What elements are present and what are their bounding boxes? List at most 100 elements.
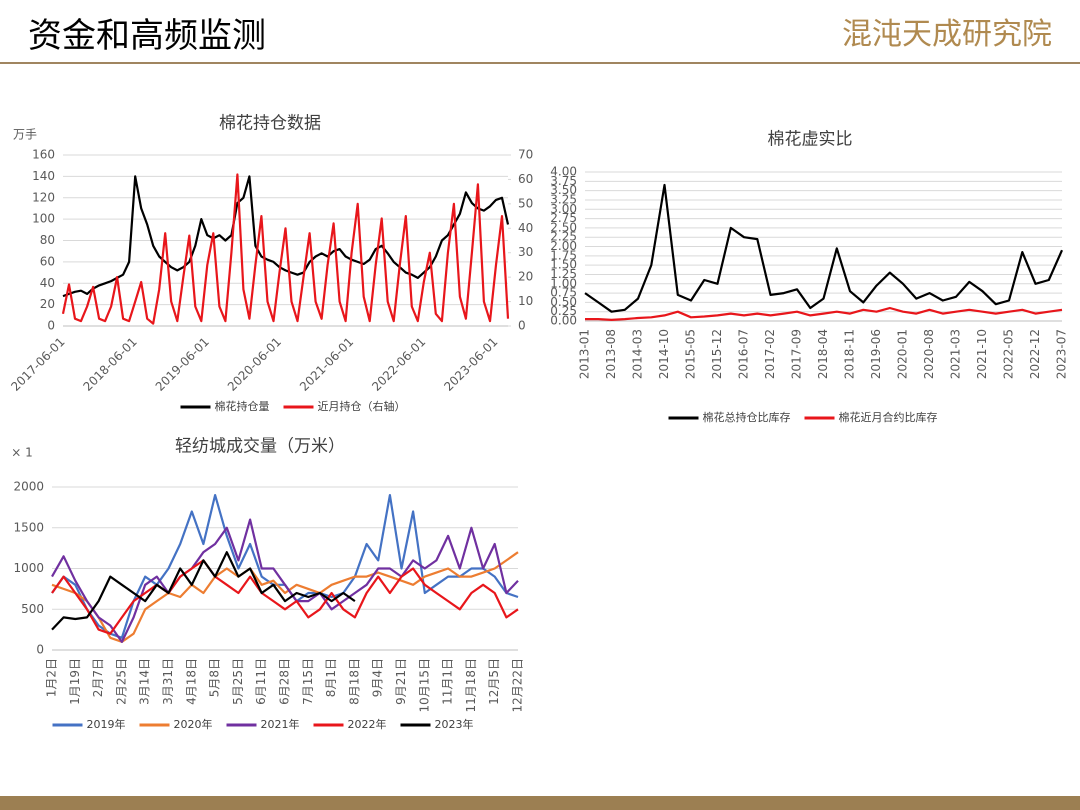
- legend-label: 2021年: [261, 717, 300, 731]
- y-tick-label: 20: [40, 297, 55, 311]
- series-line: [62, 175, 510, 298]
- legend-label: 2019年: [87, 717, 126, 731]
- y-tick-label: 0: [36, 643, 44, 657]
- x-tick-label: 2月25日: [114, 658, 128, 705]
- x-tick-label: 2021-10: [975, 329, 989, 379]
- x-tick-label: 2016-07: [737, 329, 751, 379]
- legend-item: 2020年: [139, 717, 213, 731]
- y-tick-label: 1000: [13, 561, 44, 575]
- legend-label: 棉花总持仓比库存: [703, 410, 791, 424]
- series-line: [51, 559, 519, 635]
- legend-label: 棉花持仓量: [215, 399, 270, 413]
- y-tick-label: 140: [32, 169, 55, 183]
- y-tick-label: 40: [40, 276, 55, 290]
- x-tick-label: 6月28日: [278, 658, 292, 705]
- x-tick-label: 3月14日: [138, 658, 152, 705]
- y-tick-label: 4.00: [550, 165, 577, 179]
- chart-title: 棉花持仓数据: [219, 114, 321, 134]
- x-tick-label: 3月31日: [161, 658, 175, 705]
- y-tick-label: 2.75: [550, 211, 577, 225]
- legend-item: 2021年: [226, 717, 300, 731]
- x-tick-label: 2014-10: [657, 329, 671, 379]
- x-tick-label: 2022-06-01: [369, 335, 428, 394]
- y2-tick-label: 30: [518, 245, 533, 259]
- y-tick-label: 2.00: [550, 239, 577, 253]
- x-tick-label: 6月11日: [254, 658, 268, 705]
- y-tick-label: 0.75: [550, 286, 577, 300]
- y-tick-label: 2.50: [550, 220, 577, 234]
- x-tick-label: 2月7日: [91, 658, 105, 697]
- logo: 混沌天成研究院: [842, 17, 1052, 52]
- x-tick-label: 2017-06-01: [8, 335, 67, 394]
- y-tick-label: 2.25: [550, 230, 577, 244]
- series-line: [51, 518, 519, 643]
- y-tick-label: 2000: [13, 480, 44, 494]
- x-tick-label: 2019-06: [869, 329, 883, 379]
- x-tick-label: 8月1日: [324, 658, 338, 697]
- x-tick-label: 2013-01: [578, 329, 592, 379]
- x-tick-label: 8月18日: [347, 658, 361, 705]
- x-tick-label: 9月4日: [371, 658, 385, 697]
- legend-label: 2022年: [348, 717, 387, 731]
- x-tick-label: 2023-07: [1055, 329, 1069, 379]
- y-axis-label: × 1: [11, 446, 33, 460]
- series-line: [585, 306, 1063, 321]
- x-tick-label: 5月25日: [231, 658, 245, 705]
- x-tick-label: 2019-06-01: [153, 335, 212, 394]
- y-tick-label: 100: [32, 212, 55, 226]
- x-tick-label: 7月15日: [301, 658, 315, 705]
- y-tick-label: 1.75: [550, 248, 577, 262]
- x-tick-label: 1月19日: [68, 658, 82, 705]
- legend-label: 近月持仓（右轴）: [318, 399, 406, 413]
- legend-item: 棉花总持仓比库存: [668, 410, 791, 424]
- legend-label: 棉花近月合约比库存: [839, 410, 938, 424]
- legend-label: 2023年: [435, 717, 474, 731]
- chart-title: 轻纺城成交量（万米）: [175, 437, 345, 457]
- series-line: [61, 173, 510, 325]
- y-tick-label: 0.00: [550, 314, 577, 328]
- y-tick-label: 0.25: [550, 304, 577, 318]
- x-tick-label: 11月18日: [464, 658, 478, 713]
- x-tick-label: 2020-08: [922, 329, 936, 379]
- x-tick-label: 2015-05: [684, 329, 698, 379]
- y-tick-label: 500: [21, 602, 44, 616]
- y2-tick-label: 70: [518, 148, 533, 162]
- y-tick-label: 1.50: [550, 258, 577, 272]
- x-tick-label: 2018-06-01: [81, 335, 140, 394]
- y-tick-label: 3.75: [550, 174, 577, 188]
- y-tick-label: 1.00: [550, 276, 577, 290]
- x-tick-label: 2018-04: [816, 329, 830, 379]
- chart-title: 棉花虚实比: [768, 130, 853, 150]
- x-tick-label: 2017-09: [790, 329, 804, 379]
- y-tick-label: 3.00: [550, 202, 577, 216]
- x-tick-label: 11月1日: [441, 658, 455, 705]
- series-line: [584, 183, 1064, 313]
- x-tick-label: 2022-05: [1002, 329, 1016, 379]
- slide-title: 资金和高频监测: [28, 16, 266, 56]
- footer-bar: [0, 796, 1080, 810]
- y-tick-label: 1500: [13, 520, 44, 534]
- y2-tick-label: 20: [518, 270, 533, 284]
- x-tick-label: 2020-01: [896, 329, 910, 379]
- x-tick-label: 2021-03: [949, 329, 963, 379]
- y-tick-label: 3.50: [550, 183, 577, 197]
- x-tick-label: 5月8日: [208, 658, 222, 697]
- legend-item: 棉花持仓量: [180, 399, 270, 413]
- y-axis-label: 万手: [13, 128, 37, 142]
- y-tick-label: 0.50: [550, 295, 577, 309]
- y-tick-label: 160: [32, 148, 55, 162]
- x-tick-label: 4月18日: [184, 658, 198, 705]
- y2-tick-label: 50: [518, 196, 533, 210]
- legend-item: 2023年: [400, 717, 474, 731]
- x-tick-label: 9月21日: [394, 658, 408, 705]
- x-tick-label: 2013-08: [604, 329, 618, 379]
- y-tick-label: 80: [40, 233, 55, 247]
- y2-tick-label: 0: [518, 319, 526, 333]
- y-tick-label: 3.25: [550, 192, 577, 206]
- y2-tick-label: 60: [518, 172, 533, 186]
- legend-label: 2020年: [174, 717, 213, 731]
- x-tick-label: 2014-03: [631, 329, 645, 379]
- x-tick-label: 2021-06-01: [297, 335, 356, 394]
